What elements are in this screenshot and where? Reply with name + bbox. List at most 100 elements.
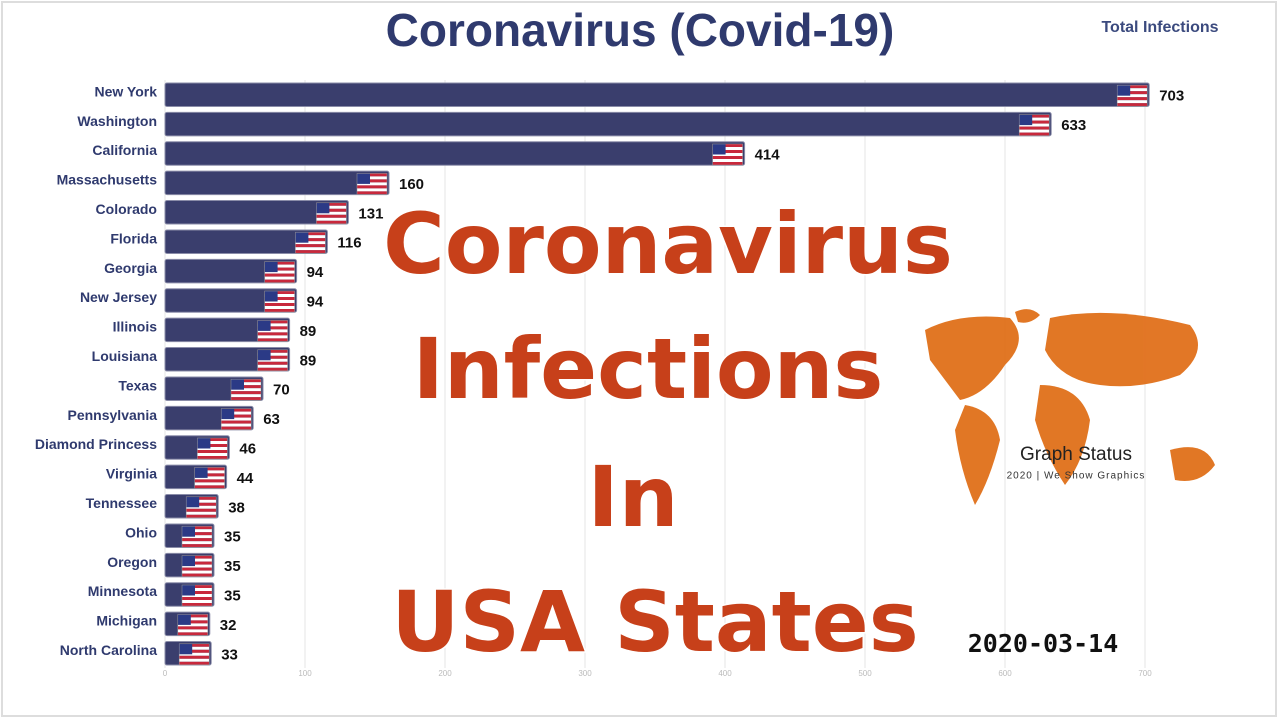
flag-canton <box>1117 85 1131 96</box>
flag-stripe <box>182 570 212 574</box>
overlay-text: In <box>587 448 678 546</box>
flag-stripe <box>357 176 387 180</box>
flag-stripe <box>264 261 295 265</box>
flag-stripe <box>197 453 228 456</box>
flag-canton <box>177 614 191 625</box>
value-label: 131 <box>358 205 383 222</box>
y-tick-label: Oregon <box>107 554 157 570</box>
flag-stripe <box>194 485 225 489</box>
y-tick-label: Illinois <box>113 319 158 335</box>
value-label: 94 <box>307 264 324 281</box>
flag-stripe <box>257 367 288 371</box>
flag-canton <box>264 261 278 273</box>
flag-stripe <box>257 349 288 353</box>
flag-icon <box>177 614 209 636</box>
value-label: 89 <box>300 323 317 340</box>
flag-icon <box>181 555 213 577</box>
date-label: 2020-03-14 <box>968 629 1119 658</box>
flag-border <box>257 320 288 342</box>
overlay-text: USA States <box>391 573 918 671</box>
flag-icon <box>181 584 213 607</box>
flag-stripe <box>316 211 347 215</box>
flag-border <box>295 231 326 254</box>
flag-stripe <box>712 144 743 147</box>
flag-stripe <box>316 208 347 212</box>
flag-icon <box>178 643 210 666</box>
flag-stripe <box>316 214 347 218</box>
value-label: 89 <box>300 352 317 369</box>
flag-stripe <box>179 658 210 662</box>
y-tick-label: Minnesota <box>88 583 157 599</box>
y-tick-label: Massachusetts <box>57 172 158 188</box>
flag-stripe <box>186 499 217 503</box>
value-label: 35 <box>224 558 241 575</box>
bar <box>164 288 298 313</box>
flag-stripe <box>357 188 387 192</box>
flag-stripe <box>264 279 295 283</box>
flag-stripe <box>357 182 387 186</box>
flag-canton <box>295 232 309 243</box>
flag-border <box>220 408 252 430</box>
y-tick-label: Colorado <box>96 201 157 217</box>
flag-icon <box>220 408 252 430</box>
flag-border <box>230 378 262 401</box>
flag-stripe <box>231 382 261 386</box>
flag-stripe <box>221 417 252 421</box>
flag-canton <box>257 320 271 331</box>
flag-stripe <box>264 270 295 274</box>
flag-stripe <box>295 235 326 239</box>
y-tick-label: Pennsylvania <box>68 407 158 423</box>
x-tick-label: 200 <box>438 669 452 678</box>
flag-canton <box>264 291 278 302</box>
overlay-text: Coronavirus <box>383 195 953 293</box>
flag-stripe <box>186 514 217 518</box>
flag-stripe <box>186 496 217 500</box>
flag-stripe <box>264 276 295 280</box>
x-tick-label: 500 <box>858 669 872 678</box>
flag-stripe <box>186 505 217 509</box>
flag-stripe <box>182 526 212 530</box>
flag-stripe <box>257 338 288 342</box>
flag-stripe <box>357 185 387 189</box>
flag-stripe <box>182 567 212 571</box>
flag-stripe <box>1117 85 1148 89</box>
flag-stripe <box>1117 103 1148 107</box>
value-label: 35 <box>224 587 241 604</box>
bar <box>164 170 390 196</box>
flag-stripe <box>257 352 288 356</box>
flag-stripe <box>264 264 295 268</box>
flag-stripe <box>177 617 208 621</box>
bar <box>164 229 328 254</box>
flag-stripe <box>264 273 295 277</box>
x-tick-label: 700 <box>1138 669 1152 678</box>
y-tick-label: Virginia <box>106 466 157 482</box>
flag-canton <box>231 379 244 390</box>
flag-stripe <box>177 629 208 633</box>
flag-stripe <box>197 441 228 444</box>
flag-canton <box>316 202 330 214</box>
flag-stripe <box>194 482 225 486</box>
value-label: 116 <box>337 235 361 252</box>
flag-stripe <box>182 532 212 536</box>
x-tick-label: 100 <box>298 669 312 678</box>
value-label: 44 <box>237 470 254 487</box>
flag-border <box>257 349 288 372</box>
flag-stripe <box>221 408 252 412</box>
flag-stripe <box>1019 114 1050 118</box>
flag-stripe <box>182 541 212 545</box>
flag-stripe <box>179 655 210 659</box>
flag-stripe <box>182 561 212 565</box>
flag-stripe <box>197 438 228 441</box>
flag-stripe <box>197 447 228 450</box>
y-tick-label: Texas <box>118 377 157 393</box>
value-label: 160 <box>399 176 424 193</box>
y-tick-label: Diamond Princess <box>35 436 157 452</box>
flag-stripe <box>182 591 212 594</box>
flag-border <box>356 173 388 195</box>
value-label: 70 <box>273 382 290 399</box>
flag-stripe <box>221 411 252 415</box>
flag-icon <box>356 173 388 195</box>
flag-stripe <box>357 179 387 183</box>
flag-border <box>1116 84 1148 107</box>
flag-stripe <box>357 191 387 195</box>
